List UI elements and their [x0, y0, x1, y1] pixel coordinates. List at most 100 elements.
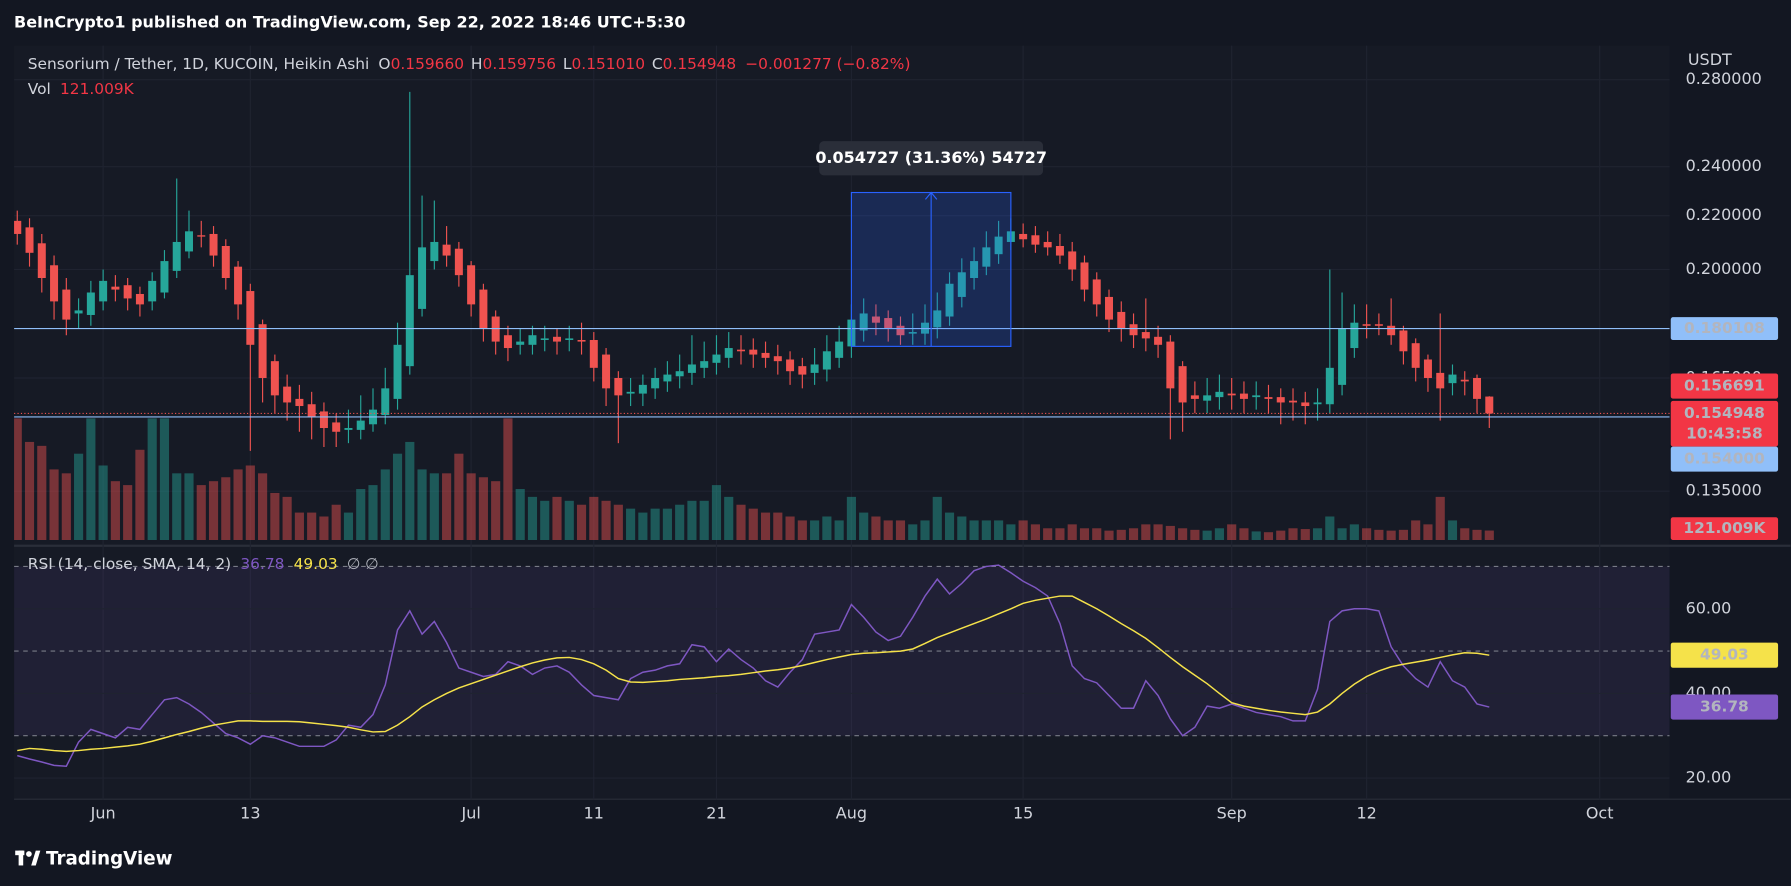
volume-bar: [981, 520, 991, 541]
volume-bar: [1079, 528, 1090, 541]
volume-bar: [1362, 528, 1372, 541]
candle-body: [1436, 372, 1445, 389]
candle-body: [1374, 324, 1383, 326]
candle-body: [749, 349, 758, 355]
volume-bar: [834, 520, 844, 541]
candle-body: [773, 356, 782, 362]
volume-bar: [515, 489, 525, 541]
candle-body: [111, 286, 120, 290]
candle-body: [1338, 328, 1347, 385]
volume-bar: [785, 516, 795, 541]
candle-body: [74, 310, 83, 314]
candle-body: [123, 285, 132, 299]
volume-bar: [417, 469, 427, 541]
volume-value: 121.009K: [60, 80, 135, 98]
volume-bar: [1153, 524, 1163, 541]
y-tick-label: 0.240000: [1686, 156, 1762, 175]
volume-bar: [208, 481, 219, 541]
volume-bar: [442, 473, 452, 541]
volume-bar: [1067, 524, 1077, 541]
candle-body: [1485, 396, 1494, 414]
volume-bar: [613, 504, 623, 541]
volume-bar: [1263, 532, 1274, 541]
candle-body: [1031, 235, 1040, 245]
price-line-label: 0.154000: [1684, 450, 1765, 468]
volume-bar: [319, 516, 329, 541]
y-tick-label: 0.280000: [1686, 69, 1762, 88]
candle-body: [246, 291, 255, 345]
countdown: 10:43:58: [1686, 425, 1763, 443]
candle-body: [614, 377, 623, 396]
candle-body: [1178, 366, 1187, 403]
candle-body: [1190, 395, 1199, 399]
candle-body: [553, 336, 561, 342]
last-price-box: [1670, 400, 1779, 447]
volume-bar: [184, 473, 194, 541]
candle-body: [1325, 367, 1334, 405]
candle-body: [1117, 311, 1126, 329]
candle-body: [675, 371, 684, 377]
volume-bar: [871, 516, 881, 541]
volume-bar: [196, 485, 206, 541]
candle-body: [1166, 341, 1175, 389]
volume-bar: [1484, 530, 1494, 541]
candle-body: [1129, 324, 1138, 336]
legend-key: O: [378, 54, 390, 72]
legend: Sensorium / Tether, 1D, KUCOIN, Heikin A…: [28, 54, 911, 72]
candle-body: [810, 364, 819, 373]
volume-bar: [159, 418, 170, 541]
candle-body: [393, 344, 402, 399]
candle-body: [25, 227, 34, 253]
candle-body: [307, 404, 316, 417]
candle-body: [37, 243, 46, 279]
volume-bar: [601, 500, 611, 541]
x-tick-label: 12: [1356, 804, 1376, 823]
volume-bar: [294, 512, 304, 541]
volume-bar: [1141, 524, 1151, 541]
candle-body: [86, 292, 95, 315]
y-tick-label: 0.200000: [1686, 259, 1762, 278]
candle-body: [1154, 336, 1163, 345]
x-tick-label: Jul: [460, 804, 480, 823]
volume-bar: [638, 512, 648, 541]
x-tick-label: Oct: [1586, 804, 1614, 823]
candle-body: [1399, 330, 1408, 352]
volume-bar: [797, 520, 807, 541]
candle-body: [577, 339, 586, 342]
volume-bar: [307, 512, 317, 541]
candle-body: [1411, 343, 1420, 368]
volume-bar: [172, 473, 182, 541]
candle-body: [1215, 391, 1224, 398]
candle-body: [970, 261, 979, 279]
volume-bar: [1349, 524, 1359, 541]
candle-body: [172, 241, 181, 271]
candle-body: [197, 235, 206, 237]
legend-value: 0.159660: [391, 54, 465, 72]
volume-bar: [650, 508, 660, 541]
volume-bar: [49, 469, 59, 541]
candle-body: [405, 275, 414, 367]
volume-bar: [1128, 528, 1139, 541]
volume-bar: [1251, 531, 1261, 541]
candle-body: [148, 280, 157, 302]
volume-bar: [1276, 530, 1286, 541]
candle-body: [982, 247, 991, 267]
volume-bar: [1447, 520, 1458, 541]
measure-arrow-head: [924, 191, 938, 200]
x-tick-label: Jun: [90, 804, 116, 823]
candle-body: [258, 324, 267, 378]
volume-bar: [810, 520, 820, 541]
candle-body: [344, 428, 353, 430]
volume-bar: [1178, 528, 1188, 541]
candle-body: [1068, 251, 1077, 270]
volume-bar: [466, 473, 476, 541]
volume-bar: [135, 449, 145, 541]
volume-bar: [1190, 529, 1200, 541]
volume-bar: [24, 441, 35, 541]
measure-label: 0.054727 (31.36%) 54727: [815, 148, 1047, 167]
candle-body: [761, 352, 770, 358]
legend-change: −0.001277 (−0.82%): [745, 54, 910, 72]
rsi-sma-line: [17, 595, 1490, 753]
volume-bar: [380, 469, 390, 541]
candle-body: [1105, 296, 1114, 320]
